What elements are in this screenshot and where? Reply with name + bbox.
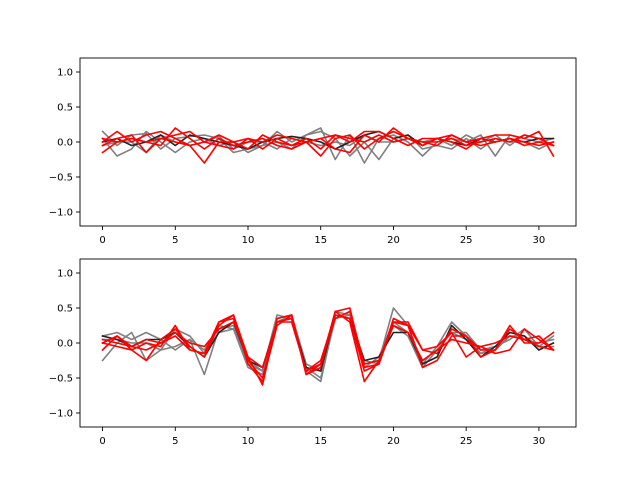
x-tick-label: 25 — [460, 436, 473, 447]
x-tick-label: 5 — [172, 235, 178, 246]
y-tick-label: −0.5 — [49, 173, 73, 184]
y-tick-label: −1.0 — [49, 409, 73, 420]
series-line-5 — [101, 130, 555, 158]
x-tick-label: 10 — [242, 235, 255, 246]
top-panel: 0 5 10 15 20 25 30 −1.0 −0.5 0.0 0.5 1.0 — [49, 57, 577, 246]
y-tick-label: 1.0 — [57, 68, 73, 79]
series-line-6 — [101, 134, 555, 164]
y-tick-label: −1.0 — [49, 208, 73, 219]
x-tick-label: 30 — [533, 436, 546, 447]
x-tick-label: 30 — [533, 235, 546, 246]
x-tick-label: 25 — [460, 235, 473, 246]
x-tick-label: 0 — [99, 436, 105, 447]
series-line-7 — [101, 310, 555, 372]
x-tick-label: 20 — [387, 235, 400, 246]
y-tick-label: 0.5 — [57, 304, 73, 315]
x-tick-label: 20 — [387, 436, 400, 447]
y-tick-label: 1.0 — [57, 269, 73, 280]
series-line-6 — [101, 314, 555, 379]
x-tick-label: 0 — [99, 235, 105, 246]
y-tick-label: −0.5 — [49, 374, 73, 385]
x-tick-label: 15 — [314, 235, 327, 246]
y-tick-label: 0.0 — [57, 138, 73, 149]
series-group — [101, 307, 555, 386]
y-tick-label: 0.0 — [57, 339, 73, 350]
series-line-1 — [101, 130, 555, 161]
bottom-panel: 0 5 10 15 20 25 30 −1.0 −0.5 0.0 0.5 1.0 — [49, 258, 577, 447]
y-tick-label: 0.5 — [57, 103, 73, 114]
x-tick-label: 15 — [314, 436, 327, 447]
series-line-7 — [101, 127, 555, 154]
series-group — [101, 127, 555, 164]
x-tick-label: 5 — [172, 436, 178, 447]
x-tick-label: 10 — [242, 436, 255, 447]
series-line-4 — [101, 127, 555, 157]
